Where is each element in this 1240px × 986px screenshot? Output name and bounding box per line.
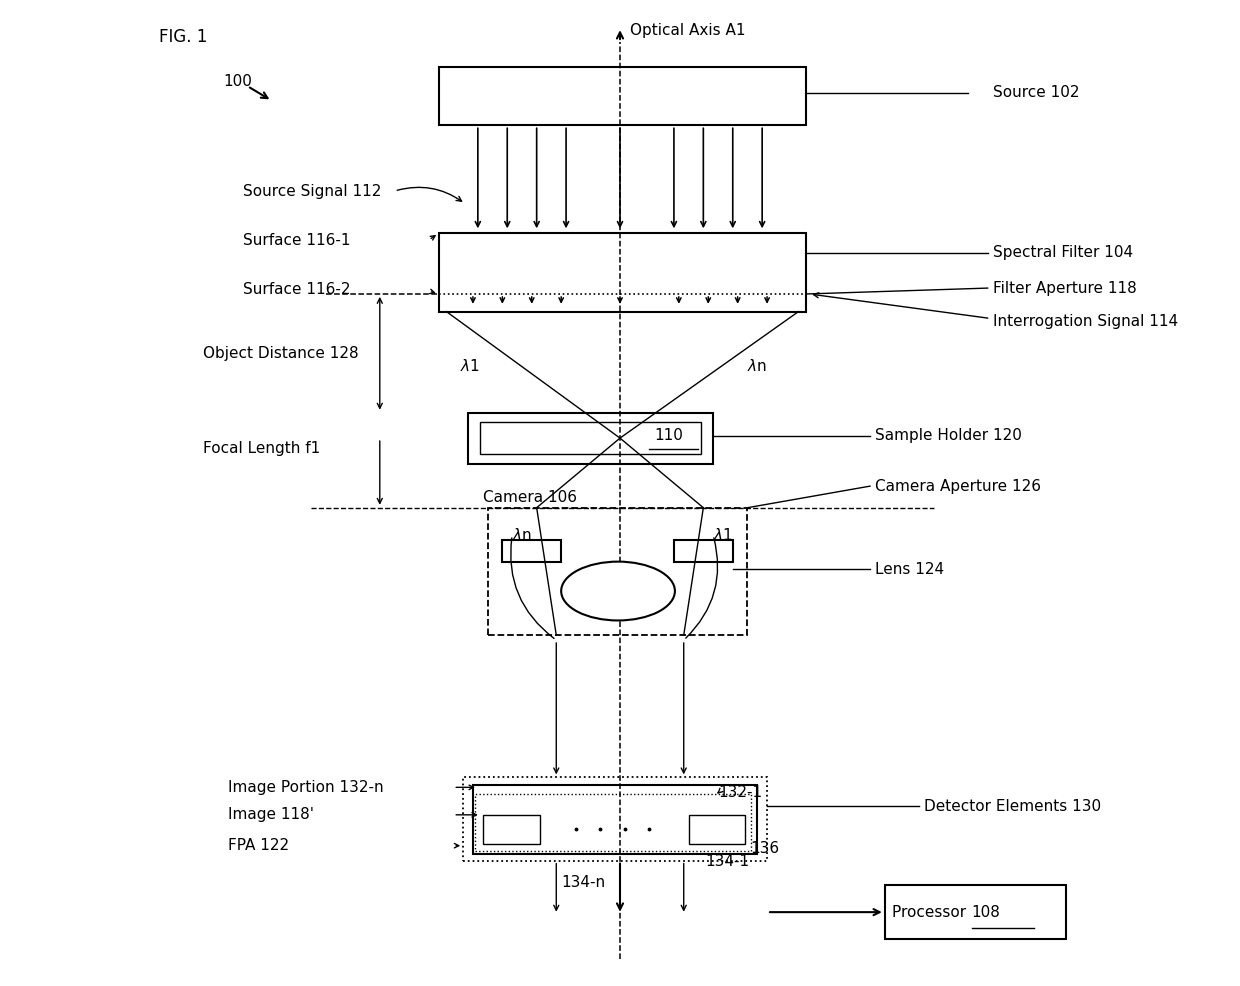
Bar	[487, 508, 748, 635]
Text: $\lambda$1: $\lambda$1	[460, 358, 480, 374]
Bar	[482, 814, 539, 844]
Bar	[884, 885, 1066, 939]
Text: 100: 100	[223, 74, 252, 89]
Text: Lens 124: Lens 124	[875, 562, 944, 577]
Bar	[439, 233, 806, 312]
Bar	[439, 66, 806, 125]
Text: Source 102: Source 102	[992, 86, 1079, 101]
Bar	[673, 540, 733, 562]
Text: Source Signal 112: Source Signal 112	[243, 183, 381, 198]
Bar	[480, 422, 702, 454]
Text: 110: 110	[655, 428, 683, 443]
Bar	[472, 785, 758, 854]
Text: Image Portion 132-n: Image Portion 132-n	[228, 780, 383, 795]
Text: Camera 106: Camera 106	[482, 490, 577, 506]
Text: Focal Length f1: Focal Length f1	[203, 441, 321, 456]
Text: 132-1: 132-1	[718, 785, 763, 800]
Text: $\lambda$1: $\lambda$1	[713, 528, 733, 543]
Text: Camera Aperture 126: Camera Aperture 126	[875, 478, 1040, 494]
Text: 108: 108	[971, 904, 1001, 920]
Text: Detector Elements 130: Detector Elements 130	[924, 799, 1101, 814]
Bar	[502, 540, 562, 562]
Text: Filter Aperture 118: Filter Aperture 118	[992, 281, 1136, 296]
Text: Optical Axis A1: Optical Axis A1	[630, 23, 745, 37]
Text: $\lambda$n: $\lambda$n	[748, 358, 768, 374]
Text: Processor: Processor	[892, 904, 971, 920]
Text: Object Distance 128: Object Distance 128	[203, 346, 358, 361]
Text: FIG. 1: FIG. 1	[159, 28, 207, 46]
Bar	[467, 412, 713, 463]
Text: 134-n: 134-n	[562, 875, 605, 889]
Text: 136: 136	[750, 841, 780, 857]
Text: Sample Holder 120: Sample Holder 120	[875, 428, 1022, 443]
Text: Spectral Filter 104: Spectral Filter 104	[992, 246, 1132, 260]
Bar	[688, 814, 745, 844]
Text: 134-1: 134-1	[706, 854, 750, 869]
Bar	[463, 777, 768, 861]
Text: Interrogation Signal 114: Interrogation Signal 114	[992, 314, 1178, 329]
Text: Image 118': Image 118'	[228, 808, 314, 822]
Text: Surface 116-2: Surface 116-2	[243, 282, 350, 297]
Bar	[475, 794, 751, 851]
Text: Surface 116-1: Surface 116-1	[243, 233, 350, 247]
Text: FPA 122: FPA 122	[228, 838, 289, 853]
Text: $\lambda$n: $\lambda$n	[512, 528, 532, 543]
Ellipse shape	[562, 562, 675, 620]
